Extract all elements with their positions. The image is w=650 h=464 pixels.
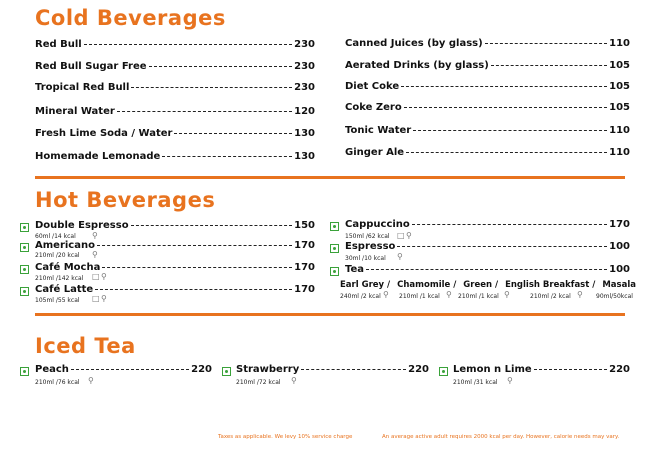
menu-row: Tonic Water 110 [345,125,630,136]
menu-row: Café Latte 170 [35,284,315,295]
nutrition-info: 150ml /62 kcal [345,233,390,240]
veg-icon [330,267,339,276]
footer-tax-note: Taxes as applicable. We levy 10% service… [218,434,353,440]
menu-row: Mineral Water 120 [35,106,315,117]
menu-row: Canned Juices (by glass) 110 [345,38,630,49]
tea-variant: Green / [463,280,499,290]
glass-icon: ⚲ [92,250,98,259]
cup-icon: □ [397,231,405,240]
menu-row: Tropical Red Bull 230 [35,82,315,93]
section-divider [35,313,625,316]
veg-icon [20,287,29,296]
section-title-iced: Iced Tea [35,334,136,358]
veg-icon [20,243,29,252]
glass-icon: ⚲ [504,290,510,299]
section-title-cold: Cold Beverages [35,6,226,30]
glass-icon: ⚲ [383,290,389,299]
nutrition-info: 105ml /55 kcal [35,297,80,304]
menu-row: Homemade Lemonade 130 [35,151,315,162]
nutrition-info: 210ml /2 kcal [530,293,571,300]
menu-row: Red Bull Sugar Free 230 [35,61,315,72]
tea-variant: Masala [602,280,636,290]
glass-icon: ⚲ [101,272,107,281]
veg-icon [20,223,29,232]
tea-variant: Chamomile / [397,280,457,290]
menu-row: Red Bull 230 [35,39,315,50]
tea-variant: Earl Grey / [340,280,391,290]
veg-icon [330,244,339,253]
nutrition-info: 210ml /72 kcal [236,379,281,386]
menu-row: Espresso 100 [345,241,630,252]
veg-icon [222,367,231,376]
nutrition-info: 30ml /10 kcal [345,255,386,262]
glass-icon: ⚲ [397,252,403,261]
menu-row: Double Espresso 150 [35,220,315,231]
veg-icon [330,222,339,231]
cup-icon: □ [92,272,100,281]
section-divider [35,176,625,179]
glass-icon: ⚲ [446,290,452,299]
menu-row: Ginger Ale 110 [345,147,630,158]
veg-icon [20,367,29,376]
menu-row: Strawberry 220 [236,364,429,375]
menu-row: Aerated Drinks (by glass) 105 [345,60,630,71]
menu-row: Tea 100 [345,264,630,275]
menu-row: Café Mocha 170 [35,262,315,273]
glass-icon: ⚲ [92,231,98,240]
tea-variants: Earl Grey / Chamomile / Green / English … [340,280,636,290]
nutrition-info: 90ml/50kcal [596,293,633,300]
glass-icon: ⚲ [291,376,297,385]
nutrition-info: 210ml /142 kcal [35,275,84,282]
menu-row: Peach 220 [35,364,212,375]
menu-row: Diet Coke 105 [345,81,630,92]
glass-icon: ⚲ [101,294,107,303]
glass-icon: ⚲ [88,376,94,385]
menu-row: Fresh Lime Soda / Water 130 [35,128,315,139]
menu-row: Cappuccino 170 [345,219,630,230]
nutrition-info: 210ml /1 kcal [399,293,440,300]
glass-icon: ⚲ [406,231,412,240]
menu-row: Americano 170 [35,240,315,251]
nutrition-info: 210ml /20 kcal [35,252,80,259]
nutrition-info: 210ml /31 kcal [453,379,498,386]
nutrition-info: 210ml /1 kcal [458,293,499,300]
glass-icon: ⚲ [577,290,583,299]
tea-variant: English Breakfast / [505,280,596,290]
veg-icon [20,265,29,274]
menu-row: Coke Zero 105 [345,102,630,113]
footer-calorie-note: An average active adult requires 2000 kc… [382,434,620,440]
nutrition-info: 210ml /76 kcal [35,379,80,386]
cup-icon: □ [92,294,100,303]
nutrition-info: 240ml /2 kcal [340,293,381,300]
glass-icon: ⚲ [507,376,513,385]
nutrition-info: 60ml /14 kcal [35,233,76,240]
section-title-hot: Hot Beverages [35,188,216,212]
veg-icon [439,367,448,376]
menu-row: Lemon n Lime 220 [453,364,630,375]
